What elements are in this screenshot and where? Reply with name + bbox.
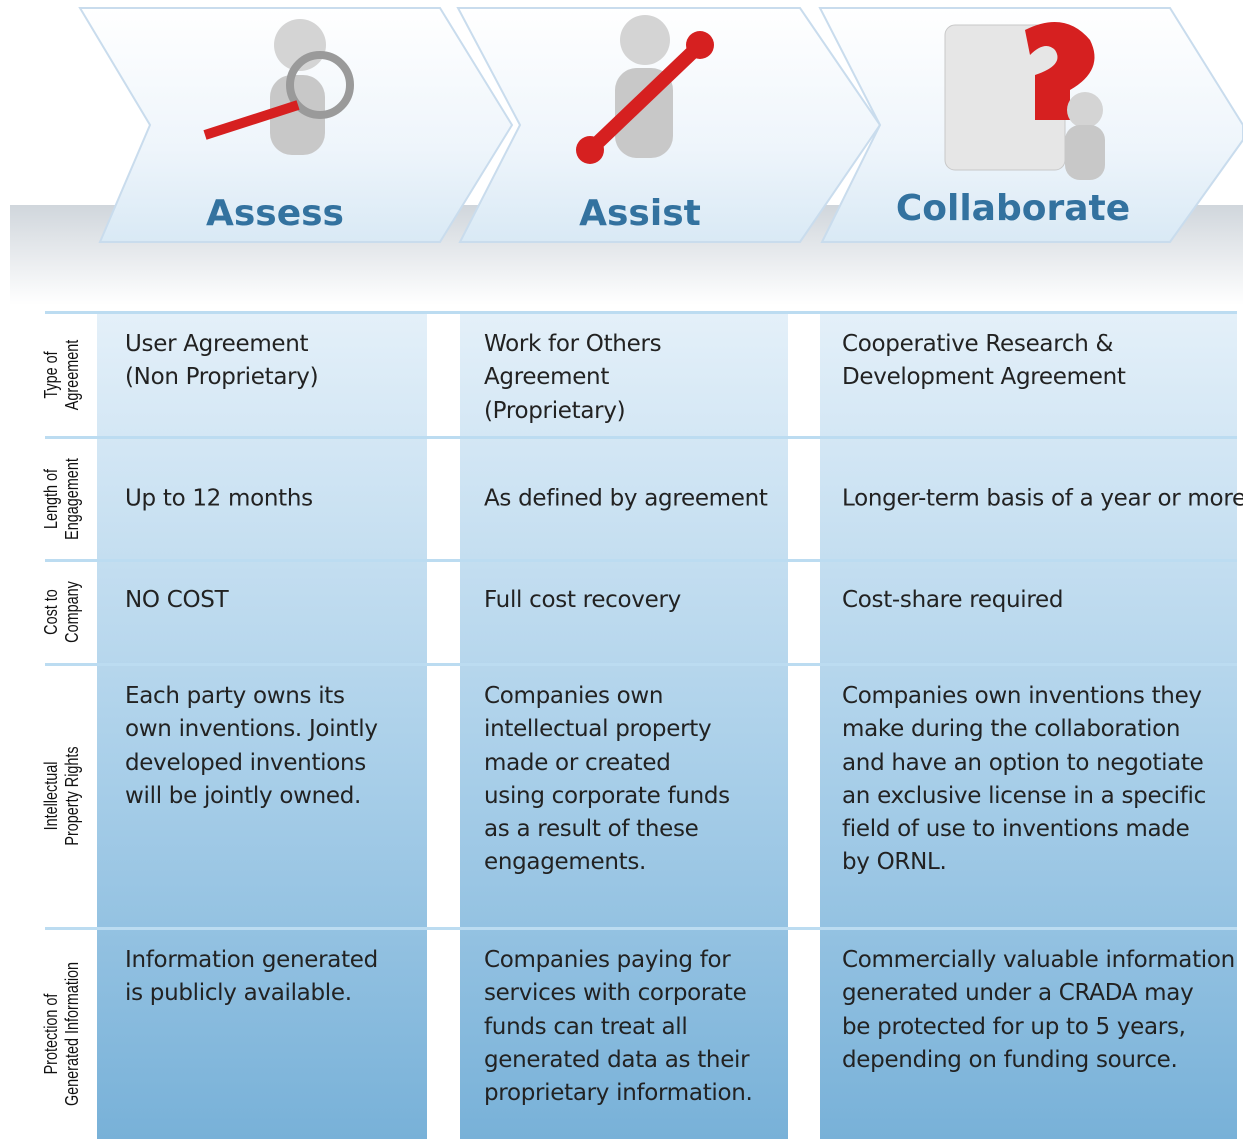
cell-line: make during the collaboration <box>842 716 1181 743</box>
label-line: Protection of <box>41 993 61 1074</box>
row-separator <box>45 311 1237 314</box>
cell-line: Cost-share required <box>842 587 1064 613</box>
row-label: Protection of Generated Information <box>41 961 83 1105</box>
cell-line: Longer-term basis of a year or more <box>842 484 1243 511</box>
icon-collaborate <box>944 22 1105 180</box>
cell-line: be protected for up to 5 years, <box>842 1013 1186 1040</box>
cell-line: will be jointly owned. <box>125 782 362 809</box>
cell-line: intellectual property <box>484 716 712 743</box>
cell-line: Companies paying for <box>484 947 731 973</box>
cell-line: Commercially valuable information <box>842 947 1235 973</box>
cell-line: Full cost recovery <box>484 587 681 613</box>
cell-text: Information generated is publicly availab… <box>125 944 378 1011</box>
cell-text: Companies paying for services with corpor… <box>484 944 753 1110</box>
stage-title: Assist <box>579 193 701 234</box>
label-line: Intellectual <box>41 761 61 831</box>
cell-text: Companies own inventions they make during… <box>842 680 1206 880</box>
cell-text: Longer-term basis of a year or more <box>842 482 1243 515</box>
icon-assess <box>203 19 354 155</box>
cell-line: Development Agreement <box>842 364 1126 391</box>
cell-line: by ORNL. <box>842 849 947 876</box>
cell-text: Up to 12 months <box>125 482 313 515</box>
label-line: Cost to <box>41 589 61 635</box>
row-separator <box>45 559 1237 562</box>
row-label: Intellectual Property Rights <box>41 746 83 845</box>
cell-line: Up to 12 months <box>125 484 313 511</box>
cell-line: field of use to inventions made <box>842 816 1190 843</box>
cell-line: generated data as their <box>484 1046 750 1073</box>
stage-title: Assess <box>206 193 344 234</box>
cell-text: Full cost recovery <box>484 584 681 617</box>
cell-text: Companies own intellectual property made o… <box>484 680 730 880</box>
row-separator <box>45 927 1237 930</box>
cell-line: Companies own <box>484 683 664 709</box>
cell-line: (Non Proprietary) <box>125 364 319 391</box>
cell-text: NO COST <box>125 584 229 617</box>
cell-line: (Proprietary) <box>484 397 626 424</box>
cell-line: funds can treat all <box>484 1013 688 1040</box>
cell-line: depending on funding source. <box>842 1046 1178 1073</box>
header: Assess Assist Collaborate <box>10 7 1243 305</box>
row-separator <box>45 436 1237 439</box>
cell-line: User Agreement <box>125 331 309 357</box>
cell-line: an exclusive license in a specific <box>842 782 1206 809</box>
row-label: Cost to Company <box>41 581 83 643</box>
cell-text: Each party owns its own inventions. Joint… <box>125 680 378 813</box>
label-line: Type of <box>41 350 61 399</box>
cell-line: made or created <box>484 749 671 776</box>
cell-line: Companies own inventions they <box>842 683 1202 709</box>
cell-text: User Agreement (Non Proprietary) <box>125 328 319 395</box>
cell-text: Commercially valuable information generat… <box>842 944 1235 1077</box>
cell-line: services with corporate <box>484 980 747 1007</box>
cell-text: Cooperative Research & Development Agreem… <box>842 328 1126 395</box>
label-line: Generated Information <box>62 961 82 1106</box>
cell-line: is publicly available. <box>125 980 352 1007</box>
cell-line: proprietary information. <box>484 1080 753 1107</box>
cell-line: As defined by agreement <box>484 484 768 511</box>
cell-line: as a result of these <box>484 816 699 843</box>
cell-line: Information generated <box>125 947 378 973</box>
row-label: Type of Agreement <box>41 339 83 409</box>
cell-line: Agreement <box>484 364 610 391</box>
column-bg <box>820 312 1237 1139</box>
column-bg <box>97 312 427 1139</box>
cell-line: NO COST <box>125 587 229 613</box>
cell-line: Each party owns its <box>125 683 345 709</box>
cell-line: using corporate funds <box>484 782 730 809</box>
label-line: Length of <box>41 468 61 529</box>
row-separator <box>45 663 1237 666</box>
cell-line: Cooperative Research & <box>842 331 1114 357</box>
cell-line: own inventions. Jointly <box>125 716 378 743</box>
cell-line: engagements. <box>484 849 647 876</box>
cell-text: Cost-share required <box>842 584 1063 617</box>
column-bg <box>460 312 788 1139</box>
cell-line: developed inventions <box>125 749 366 776</box>
cell-text: Work for Others Agreement (Proprietary) <box>484 328 662 428</box>
stage-title: Collaborate <box>896 188 1130 229</box>
label-line: Agreement <box>62 339 82 410</box>
cell-line: generated under a CRADA may <box>842 980 1194 1007</box>
icon-assist <box>576 15 714 164</box>
cell-line: Work for Others <box>484 331 662 357</box>
row-label: Length of Engagement <box>41 458 83 540</box>
cell-text: As defined by agreement <box>484 482 768 515</box>
label-line: Company <box>62 581 82 643</box>
cell-line: and have an option to negotiate <box>842 749 1204 776</box>
label-line: Property Rights <box>62 746 82 846</box>
label-line: Engagement <box>62 457 82 540</box>
